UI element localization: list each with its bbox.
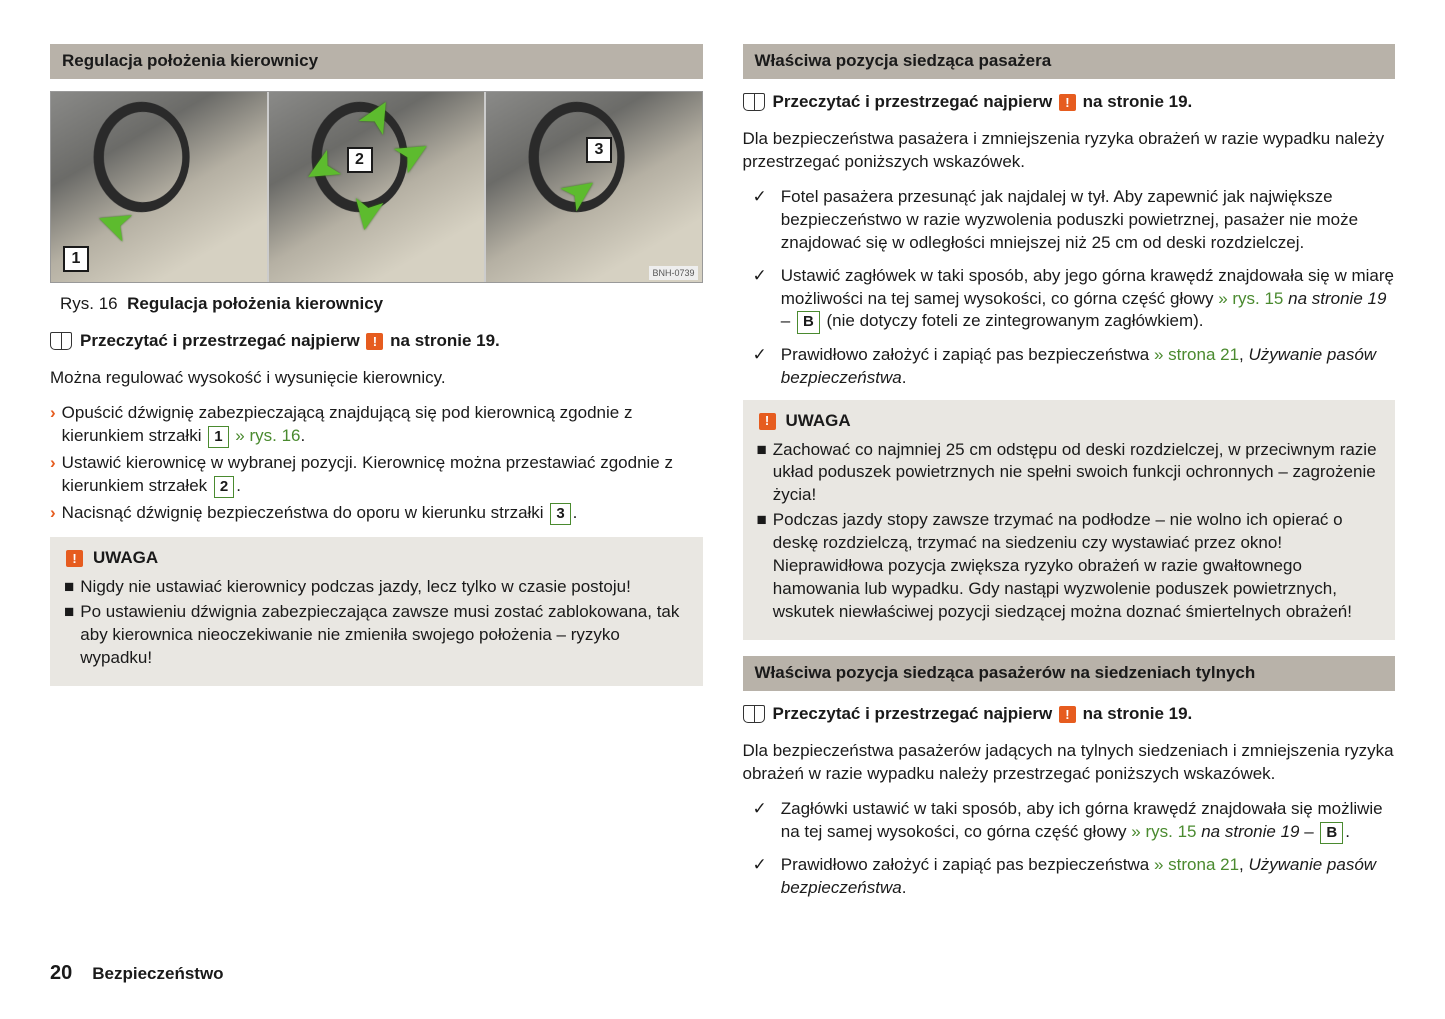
check-item: ✓ Ustawić zagłówek w taki sposób, aby je… [743,265,1396,334]
warn-badge-icon: ! [366,333,383,350]
read-first-r2: Przeczytać i przestrzegać najpierw ! na … [743,703,1396,726]
book-icon [743,93,765,111]
intro-text: Można regulować wysokość i wysunięcie ki… [50,367,703,390]
book-icon [743,705,765,723]
intro-r1: Dla bezpieczeństwa pasażera i zmniejszen… [743,128,1396,174]
read-first-r1: Przeczytać i przestrzegać najpierw ! na … [743,91,1396,114]
steps-list: › Opuścić dźwignię zabezpieczającą znajd… [50,402,703,526]
warning-box-left: ! UWAGA ■Nigdy nie ustawiać kierownicy p… [50,537,703,686]
warn-badge-icon: ! [759,413,776,430]
check-item: ✓ Prawidłowo założyć i zapiąć pas bezpie… [743,344,1396,390]
page-number: 20 [50,960,72,987]
section-header-rear: Właściwa pozycja siedząca pasażerów na s… [743,656,1396,691]
section-header-passenger: Właściwa pozycja siedząca pasażera [743,44,1396,79]
warning-box-r1: ! UWAGA ■Zachować co najmniej 25 cm odst… [743,400,1396,640]
step-3: › Nacisnąć dźwignię bezpieczeństwa do op… [50,502,703,525]
figure-16: ➤ 1 ➤ ➤ ➤ ➤ 2 ➤ 3 BNH-0739 [50,91,703,283]
checklist-r1: ✓ Fotel pasażera przesunąć jak najdalej … [743,186,1396,390]
intro-r2: Dla bezpieczeństwa pasażerów jadących na… [743,740,1396,786]
page-content: Regulacja położenia kierownicy ➤ 1 ➤ ➤ ➤… [0,0,1445,920]
chapter-name: Bezpieczeństwo [92,963,223,986]
step-1: › Opuścić dźwignię zabezpieczającą znajd… [50,402,703,448]
figure-caption: Rys. 16 Regulacja położenia kierownicy [60,293,703,316]
read-first-left: Przeczytać i przestrzegać najpierw ! na … [50,330,703,353]
figure-code: BNH-0739 [649,266,697,280]
section-header-steering: Regulacja położenia kierownicy [50,44,703,79]
left-column: Regulacja położenia kierownicy ➤ 1 ➤ ➤ ➤… [50,44,703,910]
step-2: › Ustawić kierownicę w wybranej pozycji.… [50,452,703,498]
checklist-r2: ✓ Zagłówki ustawić w taki sposób, aby ic… [743,798,1396,900]
check-item: ✓ Fotel pasażera przesunąć jak najdalej … [743,186,1396,255]
check-item: ✓ Prawidłowo założyć i zapiąć pas bezpie… [743,854,1396,900]
warn-badge-icon: ! [1059,94,1076,111]
figure-panel-2: ➤ ➤ ➤ ➤ 2 [269,92,485,282]
figure-panel-3: ➤ 3 [486,92,702,282]
figure-panel-1: ➤ 1 [51,92,267,282]
book-icon [50,332,72,350]
check-item: ✓ Zagłówki ustawić w taki sposób, aby ic… [743,798,1396,844]
warn-badge-icon: ! [1059,706,1076,723]
page-footer: 20 Bezpieczeństwo [50,960,224,987]
warn-badge-icon: ! [66,550,83,567]
right-column: Właściwa pozycja siedząca pasażera Przec… [743,44,1396,910]
